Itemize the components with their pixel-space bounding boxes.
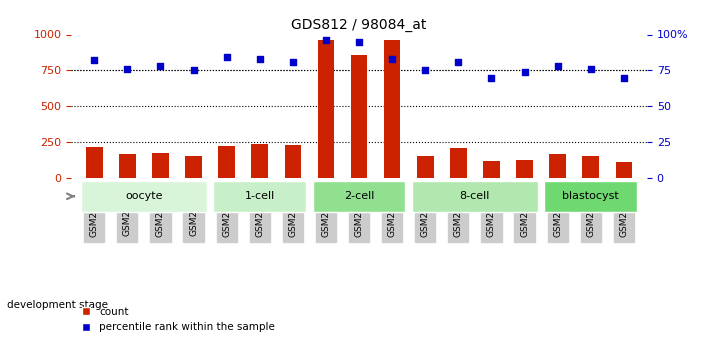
Point [419,68,431,73]
Text: 1-cell: 1-cell [245,191,275,201]
Point [122,66,133,72]
Text: development stage: development stage [7,300,108,310]
Bar [351,55,368,178]
Text: 8-cell: 8-cell [460,191,490,201]
FancyBboxPatch shape [412,180,538,212]
Point [89,58,100,63]
Point [188,68,199,73]
Legend: count, percentile rank within the sample: count, percentile rank within the sample [76,303,279,336]
Bar [218,146,235,178]
Bar [550,154,566,178]
Point [155,63,166,69]
Point [552,63,563,69]
Point [486,75,497,80]
Bar [450,148,466,178]
Text: oocyte: oocyte [125,191,163,201]
FancyBboxPatch shape [313,180,405,212]
Bar [384,40,400,178]
Bar [186,156,202,178]
Point [254,56,265,62]
FancyBboxPatch shape [545,180,637,212]
Text: 2-cell: 2-cell [344,191,374,201]
Point [453,59,464,65]
Bar [483,161,500,178]
Point [519,69,530,75]
Bar [86,147,102,178]
Bar [318,40,334,178]
Point [618,75,629,80]
Text: blastocyst: blastocyst [562,191,619,201]
Bar [616,161,632,178]
Point [585,66,597,72]
Point [221,55,232,60]
Bar [252,144,268,178]
Bar [119,154,136,178]
Bar [582,156,599,178]
Bar [284,145,301,178]
Bar [152,153,169,178]
Bar [516,160,533,178]
FancyBboxPatch shape [81,180,207,212]
Point [387,56,398,62]
Title: GDS812 / 98084_at: GDS812 / 98084_at [292,18,427,32]
Bar [417,156,434,178]
Point [287,59,299,65]
FancyBboxPatch shape [213,180,306,212]
Point [320,38,331,43]
Point [353,39,365,45]
